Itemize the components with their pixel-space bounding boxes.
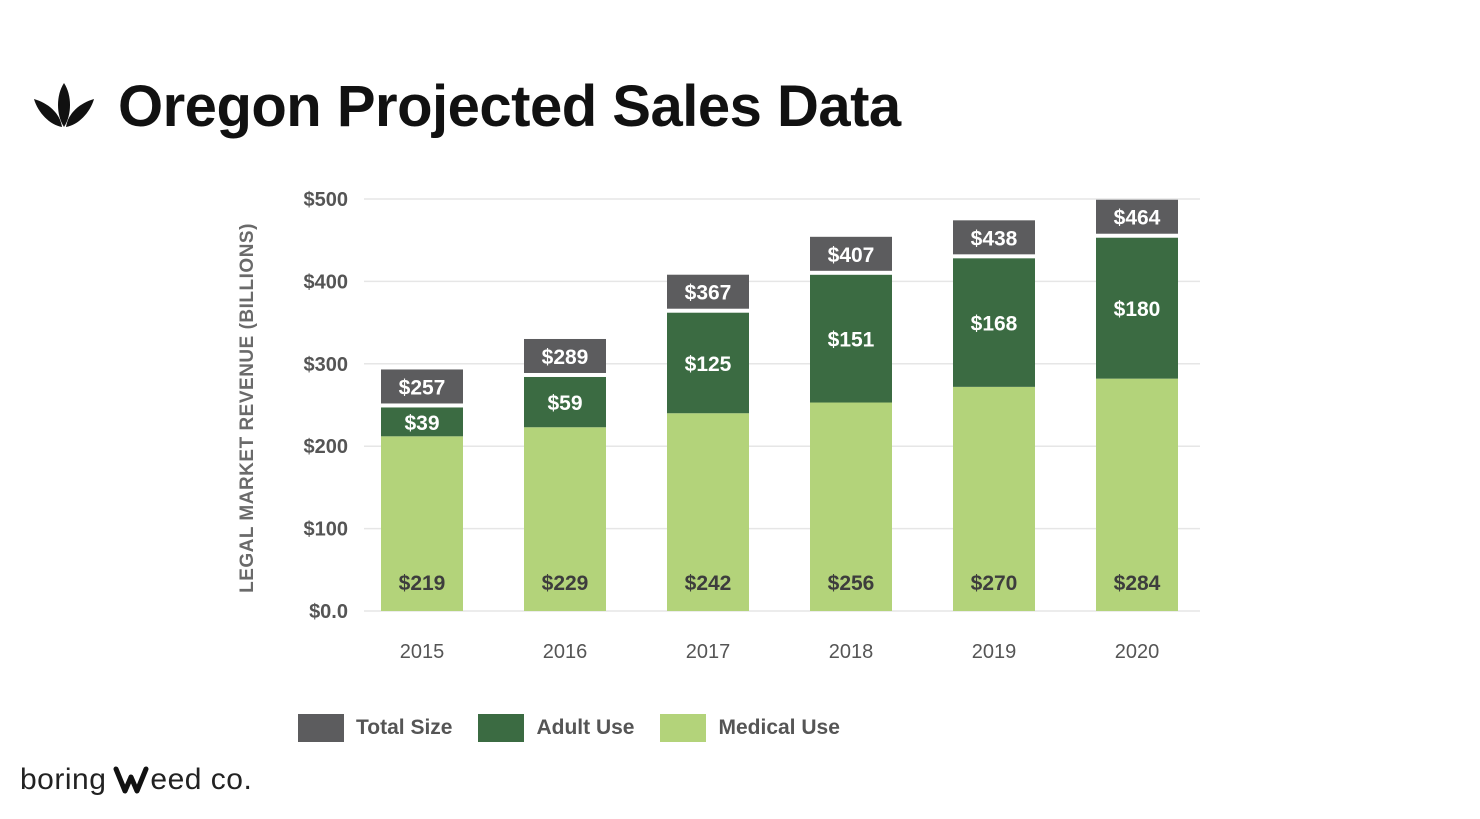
bar-adult-use xyxy=(953,258,1035,387)
y-tick-label: $100 xyxy=(304,519,349,541)
data-label-medical-use: $256 xyxy=(828,572,875,595)
bar-medical-use xyxy=(381,436,463,611)
data-label-adult-use: $125 xyxy=(685,353,732,376)
title-row: Oregon Projected Sales Data xyxy=(32,66,901,146)
x-axis-ticks: 2015 2016 2017 2018 2019 2020 xyxy=(400,641,1160,663)
x-tick-label: 2019 xyxy=(972,641,1017,663)
bar-adult-use xyxy=(1096,237,1178,379)
data-label-medical-use: $242 xyxy=(685,572,732,595)
bar-total-size xyxy=(381,369,463,404)
brand-text-eed-co: eed co. xyxy=(150,763,253,796)
legend-item-total-size: Total Size xyxy=(298,714,452,742)
bar-adult-use xyxy=(667,312,749,414)
bar-medical-use xyxy=(810,402,892,611)
data-label-total-size: $367 xyxy=(685,282,732,305)
bar-medical-use xyxy=(524,427,606,611)
y-tick-label: $500 xyxy=(304,189,349,211)
bar-total-size xyxy=(1096,199,1178,234)
bar-medical-use xyxy=(953,386,1035,611)
legend-swatch-adult-use xyxy=(478,714,525,742)
x-tick-label: 2020 xyxy=(1115,641,1160,663)
data-label-total-size: $407 xyxy=(828,244,875,267)
bar-chart: $0.0 $100 $200 $300 $400 $500 LEGAL MARKET RE… xyxy=(237,189,1200,663)
y-axis-label: LEGAL MARKET REVENUE (BILLIONS) xyxy=(237,223,258,593)
y-tick-label: $400 xyxy=(304,271,349,293)
legend: Total Size Adult Use Medical Use xyxy=(298,712,866,744)
y-tick-label: $200 xyxy=(304,436,349,458)
data-labels: $219 $39 $257 $229 $59 $289 $242 $125 $367 $256 $1… xyxy=(399,207,1161,595)
legend-label-adult-use: Adult Use xyxy=(536,716,635,739)
bar-adult-use xyxy=(524,376,606,428)
bar-total-size xyxy=(524,338,606,373)
x-tick-label: 2018 xyxy=(829,641,874,663)
bar-total-size xyxy=(810,236,892,271)
data-label-adult-use: $59 xyxy=(547,392,582,415)
data-label-medical-use: $270 xyxy=(971,572,1018,595)
data-label-adult-use: $151 xyxy=(828,329,875,352)
bars xyxy=(381,199,1178,611)
leaf-w-icon xyxy=(113,766,149,794)
bar-medical-use xyxy=(667,413,749,611)
page-title: Oregon Projected Sales Data xyxy=(118,73,901,139)
legend-label-total-size: Total Size xyxy=(356,716,453,739)
legend-swatch-medical-use xyxy=(660,714,707,742)
cannabis-leaf-icon xyxy=(34,83,94,127)
bar-adult-use xyxy=(381,407,463,437)
legend-item-medical-use: Medical Use xyxy=(660,714,840,742)
x-tick-label: 2016 xyxy=(543,641,588,663)
data-label-total-size: $257 xyxy=(399,376,446,399)
brand-text-boring: boring xyxy=(20,763,107,796)
y-tick-label: $300 xyxy=(304,354,349,376)
y-tick-label: $0.0 xyxy=(309,601,348,623)
data-label-medical-use: $229 xyxy=(542,572,589,595)
bar-total-size xyxy=(953,220,1035,255)
data-label-adult-use: $180 xyxy=(1114,298,1161,321)
data-label-medical-use: $284 xyxy=(1114,572,1161,595)
brand-logo: boring eed co. xyxy=(20,760,252,800)
bar-total-size xyxy=(667,274,749,309)
data-label-total-size: $289 xyxy=(542,346,589,369)
bar-medical-use xyxy=(1096,378,1178,611)
legend-label-medical-use: Medical Use xyxy=(718,716,840,739)
legend-swatch-total-size xyxy=(298,714,344,742)
data-label-total-size: $464 xyxy=(1114,207,1161,230)
y-axis-ticks: $0.0 $100 $200 $300 $400 $500 xyxy=(304,189,349,623)
x-tick-label: 2015 xyxy=(400,641,445,663)
data-label-total-size: $438 xyxy=(971,227,1018,250)
data-label-adult-use: $168 xyxy=(971,313,1018,336)
x-tick-label: 2017 xyxy=(686,641,731,663)
data-label-medical-use: $219 xyxy=(399,572,446,595)
bar-adult-use xyxy=(810,274,892,403)
legend-item-adult-use: Adult Use xyxy=(478,714,634,742)
gridlines xyxy=(364,198,1200,612)
data-label-adult-use: $39 xyxy=(404,412,439,435)
